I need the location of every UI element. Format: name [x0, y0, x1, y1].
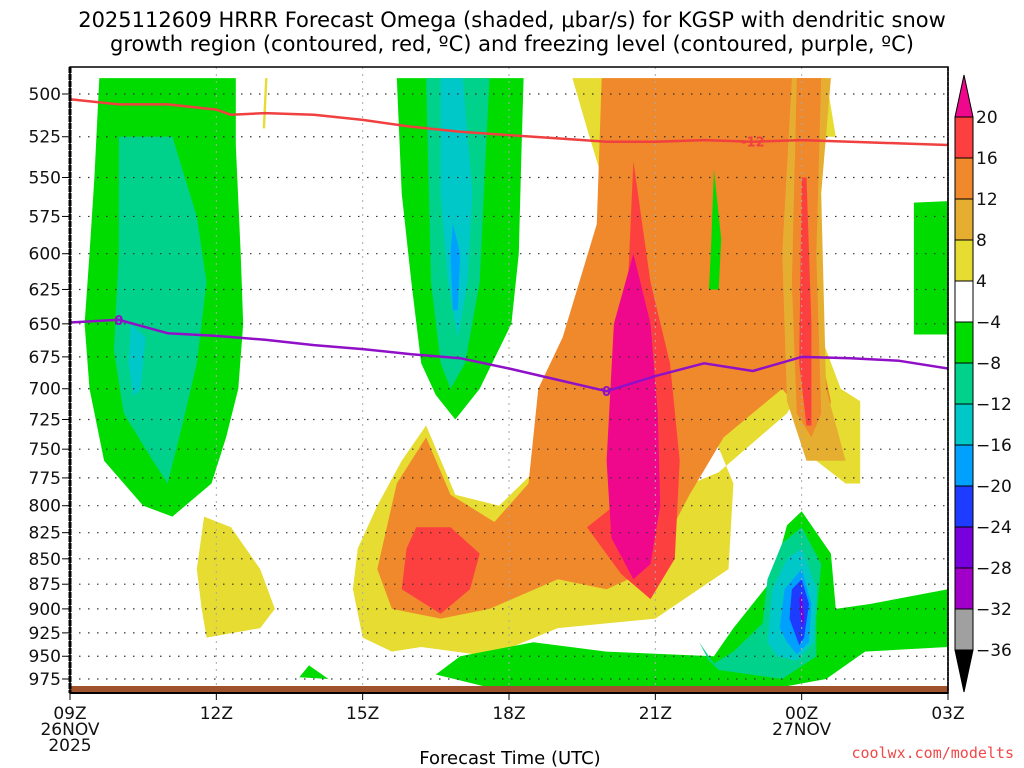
colorbar-label-11: −28: [976, 559, 1012, 579]
x-tick-label-18-0: 03Z: [931, 704, 964, 724]
x-tick-label-0-2: 2025: [48, 736, 91, 756]
y-tick-label-600: 600: [29, 245, 61, 265]
omega-region-6: [440, 78, 473, 338]
colorbar-label-3: 8: [976, 231, 987, 251]
colorbar-bin-12: [954, 567, 974, 610]
x-tick-label-15-1: 27NOV: [772, 720, 831, 740]
freezing-level-0-label-2: 0: [602, 385, 611, 400]
x-tick-label-0-0: 09Z: [53, 704, 86, 724]
colorbar: 20 16 12 8 4 −4 −8 −12 −16 −20 −24 −28 −32 −36: [954, 74, 1012, 693]
colorbar-top-arrow: [954, 74, 974, 118]
colorbar-bottom-arrow: [954, 649, 974, 693]
colorbar-bin-3: [954, 198, 974, 241]
y-axis-ticks: 500 525 550 575 600 625 650 675 700 725 750 775 800 8…: [29, 85, 70, 690]
colorbar-bin-2: [954, 157, 974, 200]
colorbar-bin-10: [954, 485, 974, 528]
y-tick-label-650: 650: [29, 315, 61, 335]
chart-title-line-2: growth region (contoured, red, ºC) and f…: [110, 32, 914, 56]
chart-title-line-1: 2025112609 HRRR Forecast Omega (shaded, …: [78, 8, 946, 32]
y-tick-label-800: 800: [29, 497, 61, 517]
y-tick-label-625: 625: [29, 280, 61, 300]
colorbar-label-1: 16: [976, 149, 998, 169]
dendritic-growth-minus12-line: [70, 97, 948, 147]
colorbar-bin-11: [954, 526, 974, 569]
y-tick-label-900: 900: [29, 600, 61, 620]
y-tick-label-725: 725: [29, 410, 61, 430]
y-tick-label-825: 825: [29, 524, 61, 544]
colorbar-label-6: −8: [976, 354, 1001, 374]
colorbar-bin-13: [954, 608, 974, 651]
dendritic-growth-minus12-label-1: -12: [741, 136, 765, 151]
colorbar-label-12: −32: [976, 600, 1012, 620]
omega-inner-region-4: [606, 253, 661, 580]
y-tick-label-525: 525: [29, 128, 61, 148]
omega-region-3: [262, 78, 268, 129]
y-tick-label-575: 575: [29, 207, 61, 227]
y-tick-label-775: 775: [29, 469, 61, 489]
omega-inner-region-14: [299, 665, 329, 679]
colorbar-label-8: −16: [976, 436, 1012, 456]
ground-surface-band: [70, 686, 948, 693]
colorbar-label-10: −24: [976, 518, 1012, 538]
freezing-level-0-label-1: 0: [114, 314, 123, 329]
colorbar-bin-5: [954, 280, 974, 323]
omega-shaded-field: [84, 78, 948, 693]
omega-region-9: [196, 516, 275, 638]
y-tick-label-750: 750: [29, 440, 61, 460]
colorbar-label-5: −4: [976, 313, 1001, 333]
x-axis-label: Forecast Time (UTC): [419, 748, 600, 768]
omega-inner-region-12: [789, 579, 809, 646]
y-tick-label-975: 975: [29, 670, 61, 690]
x-tick-label-12-0: 21Z: [639, 704, 672, 724]
omega-inner-region-15: [709, 169, 722, 290]
colorbar-label-0: 20: [976, 108, 998, 128]
colorbar-label-2: 12: [976, 190, 998, 210]
x-tick-label-6-0: 15Z: [346, 704, 379, 724]
temperature-contours: -12 0 0: [70, 97, 948, 400]
colorbar-bin-1: [954, 116, 974, 159]
y-tick-label-675: 675: [29, 348, 61, 368]
colorbar-label-13: −36: [976, 641, 1012, 661]
x-tick-label-9-0: 18Z: [492, 704, 525, 724]
colorbar-label-7: −12: [976, 395, 1012, 415]
colorbar-bin-9: [954, 444, 974, 487]
colorbar-bin-8: [954, 403, 974, 446]
x-tick-label-3-0: 12Z: [200, 704, 233, 724]
credit-link[interactable]: coolwx.com/modelts: [851, 744, 1014, 762]
chart-title: 2025112609 HRRR Forecast Omega (shaded, …: [0, 8, 1024, 56]
freezing-level-0-line: [70, 318, 948, 393]
colorbar-label-9: −20: [976, 477, 1012, 497]
colorbar-bin-4: [954, 239, 974, 282]
omega-inner-region-8: [435, 511, 948, 693]
omega-inner-region-13: [799, 594, 805, 629]
colorbar-bin-6: [954, 321, 974, 364]
colorbar-label-4: 4: [976, 272, 987, 292]
colorbar-bin-7: [954, 362, 974, 405]
x-tick-label-0-1: 26NOV: [40, 720, 99, 740]
omega-region-1: [113, 136, 207, 484]
y-tick-label-875: 875: [29, 575, 61, 595]
y-tick-label-950: 950: [29, 647, 61, 667]
omega-region-2: [128, 323, 146, 397]
omega-inner-region-16: [913, 201, 948, 335]
y-tick-label-700: 700: [29, 380, 61, 400]
y-tick-label-925: 925: [29, 624, 61, 644]
omega-inner-region-1: [401, 527, 480, 614]
omega-inner-region-7: [799, 177, 812, 426]
y-tick-label-550: 550: [29, 168, 61, 188]
x-tick-label-15-0: 00Z: [785, 704, 818, 724]
omega-region-7: [450, 224, 461, 311]
y-tick-label-500: 500: [29, 85, 61, 105]
y-tick-label-850: 850: [29, 550, 61, 570]
